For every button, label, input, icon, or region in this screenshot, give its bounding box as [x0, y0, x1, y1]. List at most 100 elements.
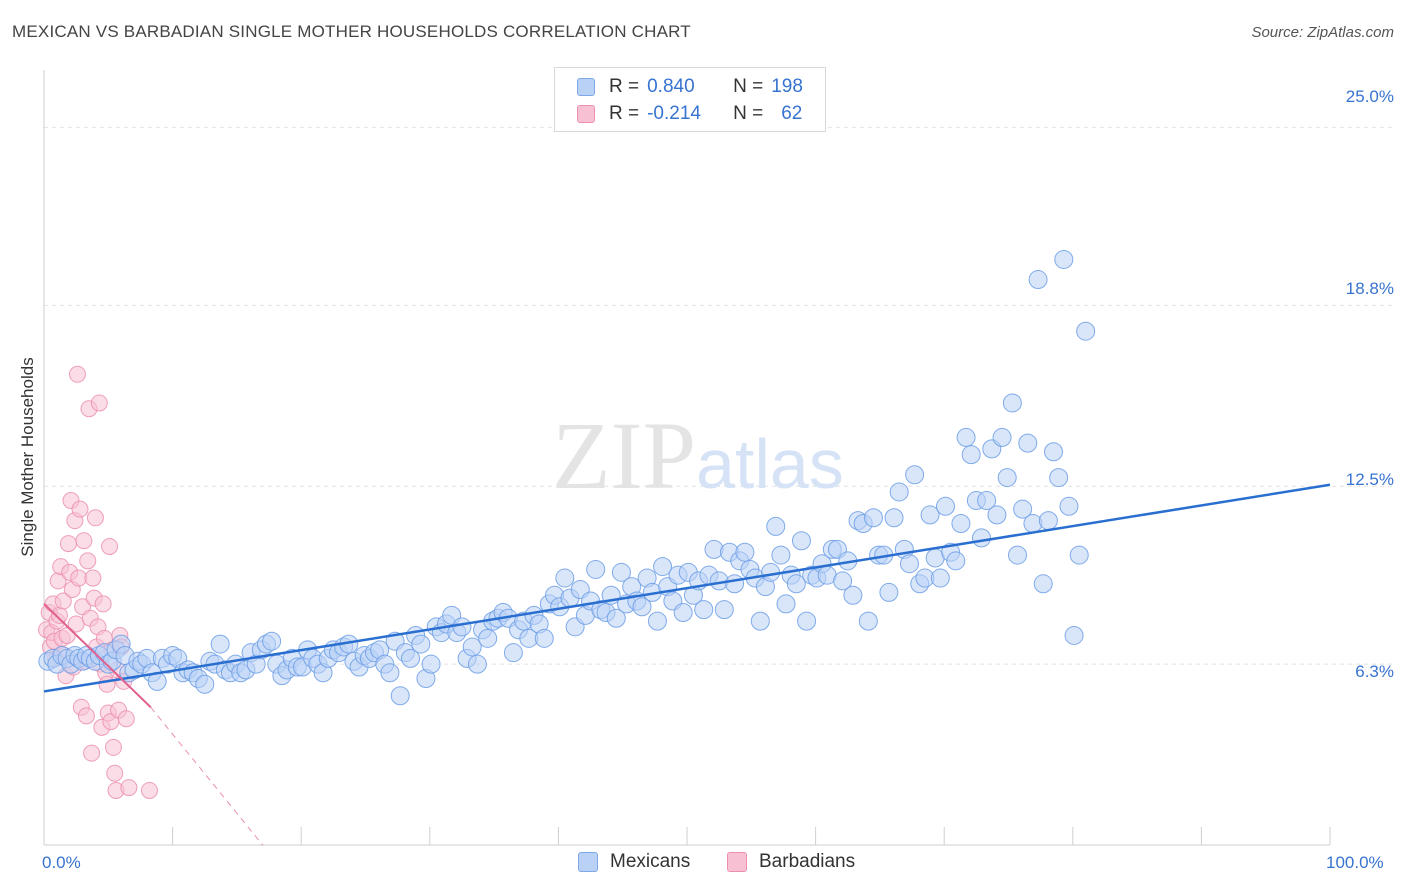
legend-n-value: 62 [781, 103, 803, 124]
mexicans-point [971, 528, 991, 548]
mexicans-point [1038, 511, 1058, 531]
mexicans-point [452, 617, 472, 637]
barbadians-point [54, 592, 72, 610]
mexicans-point [735, 542, 755, 562]
y-tick-label: 12.5% [1345, 470, 1394, 489]
mexicans-point [704, 539, 724, 559]
mexicans-point [1076, 321, 1096, 341]
bottom-legend-mexicans: Mexicans [578, 851, 690, 873]
legend-r-label: R = [609, 76, 640, 97]
mexicans-point [1008, 545, 1028, 565]
barbadians-point [83, 744, 101, 762]
mexicans-point [725, 574, 745, 594]
barbadians-point [77, 707, 95, 725]
mexicans-point [467, 654, 487, 674]
barbadians-point [104, 738, 122, 756]
x-tick-label: 0.0% [42, 853, 81, 872]
mexicans-point [884, 508, 904, 528]
mexicans-point [632, 597, 652, 617]
mexicans-point [946, 551, 966, 571]
barbadians-point [59, 535, 77, 553]
mexicans-point [1069, 545, 1089, 565]
legend-label-barbadians: Barbadians [759, 851, 856, 872]
x-tick-label: 100.0% [1326, 853, 1384, 872]
y-tick-label: 18.8% [1345, 279, 1394, 298]
mexicans-point [534, 628, 554, 648]
trend-lines [43, 483, 1331, 846]
mexicans-point [694, 600, 714, 620]
mexicans-point [771, 545, 791, 565]
mexicans-point [1023, 514, 1043, 534]
mexicans-point [478, 628, 498, 648]
legend-n-value: 198 [771, 76, 803, 97]
mexicans-point [977, 491, 997, 511]
barbadians-point [101, 537, 119, 555]
legend-n-label: N = [733, 76, 764, 97]
barbadians-point [84, 569, 102, 587]
legend-label-mexicans: Mexicans [610, 851, 691, 872]
mexicans-point [421, 654, 441, 674]
watermark: ZIPatlas [552, 400, 844, 511]
mexicans-point [1033, 574, 1053, 594]
mexicans-point [653, 557, 673, 577]
mexicans-point [1018, 433, 1038, 453]
legend: R = 0.840 N = 198 R = -0.214 N = 62 [554, 67, 826, 132]
legend-swatch-mexicans [577, 78, 595, 96]
barbadians-point [94, 595, 112, 613]
y-tick-label: 25.0% [1345, 87, 1394, 106]
mexicans-point [262, 631, 282, 651]
mexicans-point [905, 465, 925, 485]
mexicans-point [195, 674, 215, 694]
mexicans-point [1044, 442, 1064, 462]
y-tick-label: 6.3% [1355, 662, 1394, 681]
legend-r-value: -0.214 [647, 103, 701, 124]
mexicans-point [858, 611, 878, 631]
watermark-atlas: atlas [696, 425, 844, 503]
legend-swatch-barbadians [727, 852, 747, 872]
mexicans-point [750, 611, 770, 631]
mexicans-point [1059, 496, 1079, 516]
legend-row-mexicans: R = 0.840 N = 198 [577, 74, 803, 100]
mexicans-point [1064, 625, 1084, 645]
legend-n-label: N = [733, 103, 764, 124]
bottom-legend-barbadians: Barbadians [727, 851, 855, 873]
mexicans-point [997, 468, 1017, 488]
mexicans-point [647, 611, 667, 631]
legend-swatch-mexicans [578, 852, 598, 872]
watermark-zip: ZIP [552, 402, 696, 509]
mexicans-point [766, 516, 786, 536]
mexicans-point [879, 582, 899, 602]
mexicans-point [961, 445, 981, 465]
mexicans-point [714, 600, 734, 620]
mexicans-point [673, 603, 693, 622]
mexicans-point [956, 427, 976, 447]
mexicans-point [611, 562, 631, 582]
legend-r-value: 0.840 [647, 76, 695, 97]
barbadians-trend-extension [150, 706, 264, 846]
mexicans-point [951, 514, 971, 534]
mexicans-point [503, 643, 523, 663]
barbadians-point [120, 779, 138, 797]
mexicans-trend-line [43, 483, 1331, 693]
barbadians-point [90, 394, 108, 412]
mexicans-point [1054, 249, 1074, 269]
mexicans-point [833, 571, 853, 591]
chart-title: MEXICAN VS BARBADIAN SINGLE MOTHER HOUSE… [12, 22, 691, 41]
mexicans-point [935, 496, 955, 516]
mexicans-point [411, 634, 431, 654]
mexicans-point [930, 568, 950, 588]
mexicans-point [863, 508, 883, 528]
y-axis-label: Single Mother Households [18, 357, 37, 557]
mexicans-point [987, 505, 1007, 525]
barbadians-point [68, 365, 86, 383]
mexicans-point [1002, 393, 1022, 413]
mexicans-point [1028, 270, 1048, 290]
legend-r-label: R = [609, 103, 640, 124]
mexicans-point [210, 634, 230, 654]
mexicans-point [606, 608, 626, 628]
barbadians-trend-line [43, 603, 152, 708]
mexicans-point [761, 562, 781, 582]
barbadians-point [106, 764, 124, 782]
mexicans-point [776, 594, 796, 614]
